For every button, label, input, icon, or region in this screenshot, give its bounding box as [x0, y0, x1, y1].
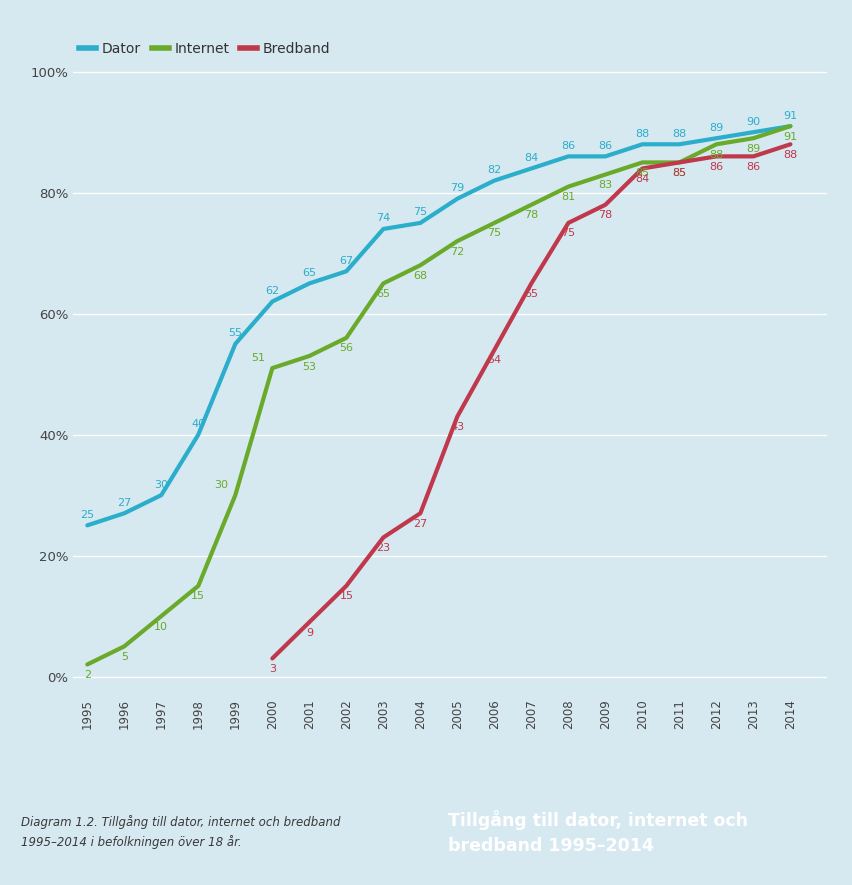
Text: 74: 74	[376, 213, 390, 223]
Text: 10: 10	[154, 621, 168, 632]
Legend: Dator, Internet, Bredband: Dator, Internet, Bredband	[79, 42, 330, 57]
Text: 81: 81	[561, 192, 575, 202]
Text: 90: 90	[746, 117, 760, 127]
Text: 65: 65	[524, 289, 538, 299]
Text: 78: 78	[597, 211, 612, 220]
Text: Diagram 1.2. Tillgång till dator, internet och bredband
1995–2014 i befolkningen: Diagram 1.2. Tillgång till dator, intern…	[20, 815, 340, 850]
Text: 88: 88	[671, 128, 686, 139]
Text: 27: 27	[117, 497, 131, 508]
Text: 89: 89	[746, 143, 760, 154]
Text: 5: 5	[121, 652, 128, 662]
Text: 85: 85	[671, 168, 686, 178]
Text: 89: 89	[709, 123, 722, 133]
Text: 72: 72	[450, 247, 464, 257]
Text: 86: 86	[561, 141, 575, 150]
Text: 86: 86	[597, 141, 612, 150]
Text: 62: 62	[265, 286, 279, 296]
Text: 67: 67	[339, 256, 353, 266]
Text: 84: 84	[524, 153, 538, 163]
Text: 88: 88	[782, 150, 797, 160]
Text: 55: 55	[228, 328, 242, 338]
Text: 3: 3	[268, 664, 275, 674]
Text: 86: 86	[709, 162, 722, 172]
Text: 79: 79	[450, 183, 464, 193]
Text: 85: 85	[671, 168, 686, 178]
Text: 84: 84	[635, 174, 648, 184]
Text: 86: 86	[746, 162, 760, 172]
Text: 15: 15	[339, 591, 353, 602]
Text: 65: 65	[376, 289, 390, 299]
Text: 9: 9	[305, 627, 313, 638]
Text: 88: 88	[635, 128, 648, 139]
Text: 25: 25	[80, 510, 95, 519]
Text: 56: 56	[339, 343, 353, 353]
Text: 91: 91	[782, 132, 797, 142]
Text: 75: 75	[413, 207, 427, 218]
Text: 91: 91	[782, 111, 797, 120]
Text: 15: 15	[191, 591, 205, 602]
Text: 23: 23	[376, 543, 390, 553]
Text: 88: 88	[709, 150, 722, 160]
Text: 53: 53	[302, 362, 316, 372]
Text: 54: 54	[486, 356, 501, 366]
Text: 51: 51	[251, 352, 265, 363]
Text: Tillgång till dator, internet och
bredband 1995–2014: Tillgång till dator, internet och bredba…	[448, 810, 747, 855]
Text: 85: 85	[635, 168, 648, 178]
Text: 43: 43	[450, 422, 463, 432]
Text: 30: 30	[214, 480, 228, 489]
Text: 83: 83	[597, 180, 612, 190]
Text: 30: 30	[154, 480, 168, 489]
Text: 68: 68	[413, 271, 427, 281]
Text: 75: 75	[561, 228, 575, 238]
Text: 2: 2	[83, 670, 91, 680]
Text: 65: 65	[302, 268, 316, 278]
Text: 75: 75	[486, 228, 501, 238]
Text: 78: 78	[524, 211, 538, 220]
Text: 82: 82	[486, 165, 501, 175]
Text: 27: 27	[412, 519, 427, 529]
Text: 40: 40	[191, 419, 205, 429]
